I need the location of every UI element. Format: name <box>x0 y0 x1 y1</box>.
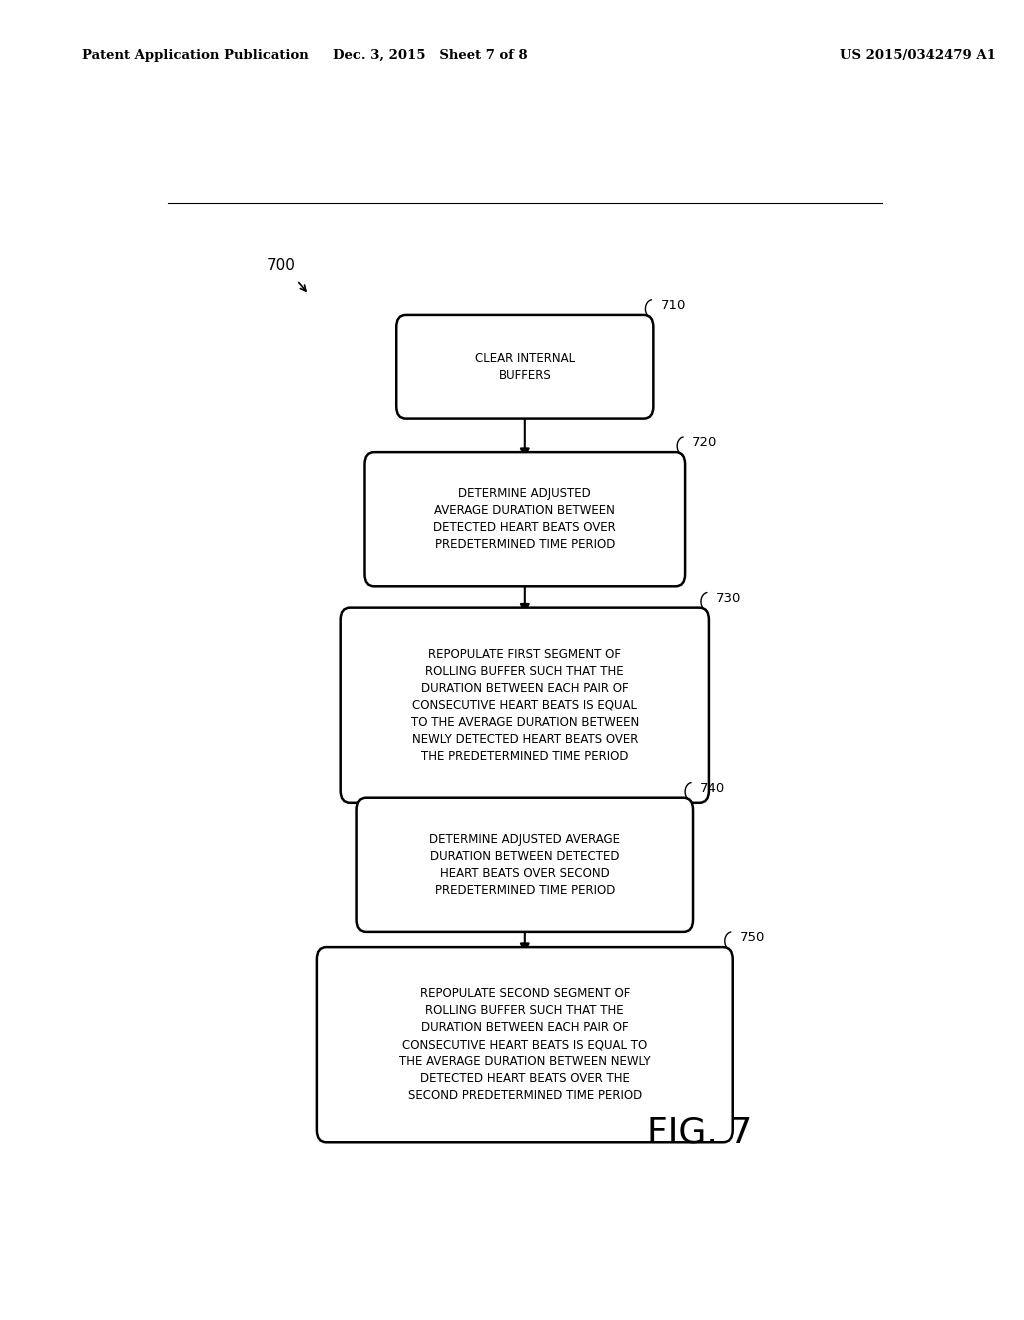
Text: CLEAR INTERNAL
BUFFERS: CLEAR INTERNAL BUFFERS <box>475 351 574 381</box>
Text: DETERMINE ADJUSTED
AVERAGE DURATION BETWEEN
DETECTED HEART BEATS OVER
PREDETERMI: DETERMINE ADJUSTED AVERAGE DURATION BETW… <box>433 487 616 552</box>
Text: Dec. 3, 2015   Sheet 7 of 8: Dec. 3, 2015 Sheet 7 of 8 <box>333 49 527 62</box>
Text: 720: 720 <box>692 436 718 449</box>
Text: 710: 710 <box>660 298 686 312</box>
FancyBboxPatch shape <box>316 948 733 1142</box>
FancyBboxPatch shape <box>356 797 693 932</box>
Text: 740: 740 <box>700 781 725 795</box>
Text: 700: 700 <box>267 259 296 273</box>
FancyBboxPatch shape <box>341 607 709 803</box>
Text: DETERMINE ADJUSTED AVERAGE
DURATION BETWEEN DETECTED
HEART BEATS OVER SECOND
PRE: DETERMINE ADJUSTED AVERAGE DURATION BETW… <box>429 833 621 896</box>
Text: US 2015/0342479 A1: US 2015/0342479 A1 <box>840 49 995 62</box>
Text: 750: 750 <box>740 931 765 944</box>
Text: Patent Application Publication: Patent Application Publication <box>82 49 308 62</box>
Text: REPOPULATE FIRST SEGMENT OF
ROLLING BUFFER SUCH THAT THE
DURATION BETWEEN EACH P: REPOPULATE FIRST SEGMENT OF ROLLING BUFF… <box>411 648 639 763</box>
Text: FIG. 7: FIG. 7 <box>647 1115 752 1150</box>
Text: 730: 730 <box>716 591 741 605</box>
FancyBboxPatch shape <box>365 453 685 586</box>
FancyBboxPatch shape <box>396 315 653 418</box>
Text: REPOPULATE SECOND SEGMENT OF
ROLLING BUFFER SUCH THAT THE
DURATION BETWEEN EACH : REPOPULATE SECOND SEGMENT OF ROLLING BUF… <box>399 987 650 1102</box>
